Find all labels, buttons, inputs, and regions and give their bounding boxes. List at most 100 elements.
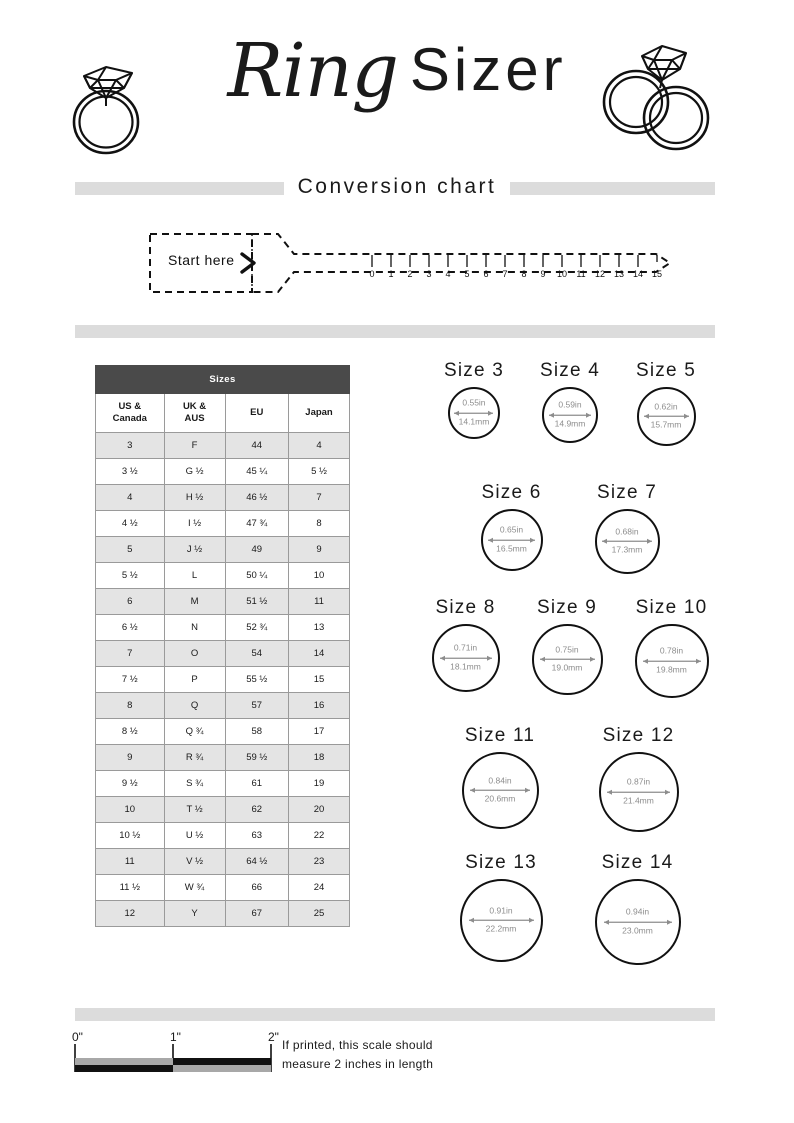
ring-diagram-row-5: Size 13 0.91in 22.2mm Size 14 0.94in 23.0mm — [370, 852, 770, 965]
table-cell-r15-c4: 20 — [288, 795, 350, 823]
ring-diagram-size-6: Size 6 0.65in 16.5mm — [480, 482, 543, 571]
table-cell-r12-c3: 58 — [224, 717, 290, 745]
table-cell-r14-c4: 19 — [288, 769, 350, 797]
ring-size-label: Size 9 — [536, 597, 597, 618]
ring-diameter-arrow-icon — [439, 655, 492, 661]
ring-measurement: 0.75in 19.0mm — [534, 644, 601, 674]
ring-size-label: Size 10 — [635, 597, 708, 618]
table-column-header-1: US & Canada — [95, 393, 165, 433]
ring-measurement-mm: 14.1mm — [458, 416, 490, 427]
ring-circle: 0.65in 16.5mm — [480, 509, 543, 571]
two-interlocking-rings-icon — [592, 40, 722, 165]
ring-diameter-arrow-icon — [642, 658, 701, 664]
title-script-word: Ring — [227, 28, 398, 114]
ring-measurement: 0.62in 15.7mm — [639, 401, 694, 431]
table-cell-r14-c1: 9 ½ — [95, 769, 165, 797]
ring-measurement-inches: 0.94in — [625, 906, 650, 917]
ring-circle: 0.94in 23.0mm — [594, 879, 681, 965]
table-cell-r19-c1: 12 — [95, 899, 165, 927]
table-cell-r13-c1: 9 — [95, 743, 165, 771]
table-cell-r3-c2: H ½ — [163, 483, 226, 511]
ring-diagram-row-1: Size 3 0.55in 14.1mm Size 4 0.59in 14.9mm Size… — [370, 360, 770, 446]
table-cell-r11-c2: Q — [163, 691, 226, 719]
table-cell-r16-c2: U ½ — [163, 821, 226, 849]
strip-tick-13: 13 — [613, 269, 624, 279]
table-cell-r18-c1: 11 ½ — [95, 873, 165, 901]
table-cell-r6-c4: 10 — [288, 561, 350, 589]
table-cell-r5-c4: 9 — [288, 535, 350, 563]
ring-circle: 0.91in 22.2mm — [459, 879, 543, 962]
table-column-header-row: US & Canada UK & AUS EU Japan — [95, 393, 350, 433]
strip-tick-3: 3 — [426, 269, 432, 279]
ring-diagram-row-3: Size 8 0.71in 18.1mm Size 9 0.75in 19.0mm Size… — [370, 597, 770, 698]
ruler-tick-1: 1" — [170, 1030, 181, 1044]
ring-diagram-size-9: Size 9 0.75in 19.0mm — [531, 597, 603, 695]
table-title-row: Sizes — [95, 365, 350, 394]
table-cell-r16-c4: 22 — [288, 821, 350, 849]
table-cell-r15-c2: T ½ — [163, 795, 226, 823]
table-cell-r8-c4: 13 — [288, 613, 350, 641]
page-header: Ring Sizer — [0, 28, 794, 168]
table-row: 6 ½ N 52 ¾ 13 — [95, 613, 350, 641]
strip-tick-7: 7 — [502, 269, 508, 279]
table-row: 8 Q 57 16 — [95, 691, 350, 719]
table-cell-r18-c3: 66 — [224, 873, 290, 901]
table-cell-r12-c4: 17 — [288, 717, 350, 745]
table-cell-r11-c1: 8 — [95, 691, 165, 719]
ring-size-label: Size 6 — [481, 482, 542, 503]
ring-measurement-mm: 19.0mm — [551, 663, 583, 673]
table-cell-r19-c4: 25 — [288, 899, 350, 927]
ring-size-label: Size 11 — [464, 725, 536, 746]
ring-diagram-size-5: Size 5 0.62in 15.7mm — [636, 360, 696, 446]
table-cell-r9-c4: 14 — [288, 639, 350, 667]
table-cell-r13-c3: 59 ½ — [224, 743, 290, 771]
table-cell-r1-c3: 44 — [224, 431, 290, 459]
ruler-tick-0: 0" — [72, 1030, 83, 1044]
table-cell-r6-c1: 5 ½ — [95, 561, 165, 589]
ring-diameter-arrow-icon — [488, 537, 535, 543]
ring-diameter-arrow-icon — [643, 414, 689, 419]
table-cell-r7-c2: M — [163, 587, 226, 615]
table-cell-r8-c2: N — [163, 613, 226, 641]
ring-measurement-inches: 0.84in — [488, 775, 512, 786]
table-column-header-4: Japan — [288, 393, 350, 433]
table-cell-r19-c3: 67 — [224, 899, 290, 927]
ring-measurement: 0.87in 21.4mm — [601, 777, 677, 807]
table-title-cell: Sizes — [95, 365, 350, 394]
table-cell-r16-c1: 10 ½ — [95, 821, 165, 849]
ruler-note: If printed, this scale should measure 2 … — [282, 1036, 532, 1074]
table-cell-r3-c4: 7 — [288, 483, 350, 511]
table-cell-r7-c1: 6 — [95, 587, 165, 615]
ring-measurement-mm: 20.6mm — [484, 794, 516, 804]
strip-tick-0: 0 — [369, 269, 375, 279]
ring-circle: 0.59in 14.9mm — [541, 387, 598, 443]
table-cell-r10-c3: 55 ½ — [224, 665, 290, 693]
table-cell-r8-c1: 6 ½ — [95, 613, 165, 641]
table-row: 6 M 51 ½ 11 — [95, 587, 350, 615]
ring-circle: 0.68in 17.3mm — [594, 509, 660, 574]
table-cell-r1-c4: 4 — [288, 431, 350, 459]
table-head: Sizes US & Canada UK & AUS EU Japan — [95, 365, 350, 433]
table-cell-r13-c2: R ¾ — [163, 743, 226, 771]
ring-size-label: Size 5 — [636, 360, 697, 381]
divider-band-middle — [75, 325, 715, 338]
table-cell-r3-c1: 4 — [95, 483, 165, 511]
table-cell-r17-c2: V ½ — [163, 847, 226, 875]
ring-measurement: 0.91in 22.2mm — [462, 905, 541, 935]
table-cell-r18-c2: W ¾ — [163, 873, 226, 901]
ruler-note-line-2: measure 2 inches in length — [282, 1057, 434, 1072]
ring-measurement-mm: 17.3mm — [611, 545, 643, 555]
table-cell-r4-c3: 47 ¾ — [224, 509, 290, 537]
ring-diameter-arrow-icon — [607, 789, 670, 795]
table-cell-r14-c3: 61 — [224, 769, 290, 797]
ring-diagram-row-4: Size 11 0.84in 20.6mm Size 12 0.87in 21.4mm — [370, 725, 770, 832]
ring-size-label: Size 8 — [435, 597, 496, 618]
table-cell-r2-c1: 3 ½ — [95, 457, 165, 485]
strip-tick-10: 10 — [556, 269, 567, 279]
table-cell-r19-c2: Y — [163, 899, 226, 927]
table-cell-r2-c2: G ½ — [163, 457, 226, 485]
ring-measurement: 0.65in 16.5mm — [483, 525, 541, 555]
strip-tick-15: 15 — [651, 269, 662, 279]
